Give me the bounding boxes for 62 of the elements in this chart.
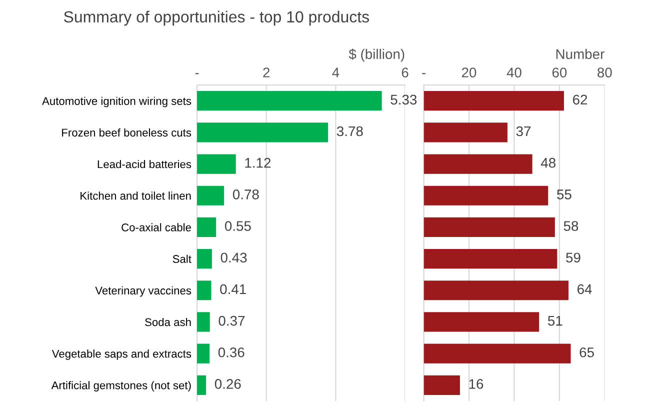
bar: [197, 375, 206, 395]
x-tick-label: -: [195, 73, 199, 74]
x-tick-label: 80: [598, 68, 612, 78]
x-tick-label: 6: [402, 68, 408, 78]
bar: [424, 249, 558, 269]
bar: [424, 122, 508, 142]
data-label: 16: [469, 379, 484, 389]
x-tick-label: -: [422, 73, 426, 74]
y-tick-label: Soda ash: [145, 318, 191, 326]
bar: [197, 154, 236, 174]
data-label: 59: [566, 252, 580, 263]
y-tick-label: Kitchen and toilet linen: [80, 192, 191, 200]
x-tick-label: 2: [263, 68, 270, 78]
bar: [424, 280, 568, 300]
bar: [197, 186, 224, 206]
y-tick-label: Salt: [172, 254, 192, 263]
bar: [197, 312, 210, 332]
y-tick-label: Co-axial cable: [122, 223, 191, 232]
bar: [424, 91, 564, 111]
data-label: 65: [580, 347, 594, 358]
x-axis-title: Number: [556, 48, 604, 60]
y-tick-label: Lead-acid batteries: [98, 160, 192, 168]
data-label: 51: [548, 316, 562, 326]
data-label: 3.78: [336, 126, 363, 136]
bar: [424, 312, 540, 332]
y-tick-label: Artificial gemstones (not set): [51, 381, 191, 392]
data-label: 55: [557, 190, 572, 200]
data-label: 0.43: [220, 252, 247, 263]
x-tick-label: 60: [552, 68, 567, 78]
data-label: 48: [540, 158, 556, 168]
bar: [424, 217, 555, 237]
bar: [424, 186, 548, 206]
bar: [424, 375, 460, 395]
data-label: 0.55: [224, 221, 251, 231]
data-label: 0.36: [218, 347, 244, 358]
bar: [197, 217, 216, 237]
data-label: 0.37: [218, 316, 245, 326]
y-tick-label: Automotive ignition wiring sets: [42, 96, 192, 108]
x-axis-title: $ (billion): [348, 48, 404, 62]
bar: [197, 91, 382, 111]
data-label: 37: [516, 126, 531, 136]
y-tick-label: Veterinary vaccines: [95, 286, 192, 297]
data-label: 0.78: [232, 190, 259, 200]
bar: [424, 344, 571, 364]
data-label: 0.26: [214, 379, 241, 389]
data-label: 62: [572, 94, 588, 105]
data-label: 5.33: [390, 94, 417, 105]
x-tick-label: 4: [332, 68, 340, 78]
chart-title: Summary of opportunities - top 10 products: [64, 10, 369, 26]
x-tick-label: 40: [506, 68, 522, 78]
x-tick-label: 20: [462, 68, 476, 78]
y-tick-label: Frozen beef boneless cuts: [62, 128, 192, 137]
bar: [424, 154, 532, 174]
bar: [197, 344, 210, 364]
data-label: 0.41: [220, 284, 246, 294]
bar: [197, 122, 328, 142]
bar: [197, 280, 212, 300]
data-label: 1.12: [245, 158, 271, 168]
data-label: 58: [564, 221, 578, 231]
data-label: 64: [578, 284, 592, 294]
bar: [197, 249, 212, 269]
y-tick-label: Vegetable saps and extracts: [52, 350, 192, 360]
